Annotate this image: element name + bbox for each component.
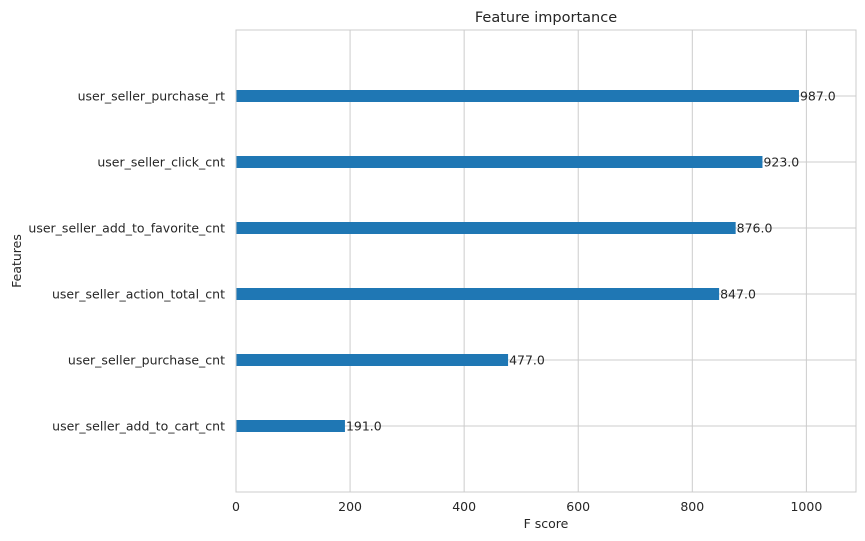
bar — [236, 354, 509, 366]
y-tick-label: user_seller_add_to_cart_cnt — [52, 419, 225, 434]
chart-title: Feature importance — [475, 10, 617, 26]
bar — [236, 222, 736, 234]
bar-value-label: 477.0 — [509, 353, 545, 368]
plot-frame — [235, 29, 857, 493]
y-tick-label: user_seller_add_to_favorite_cnt — [28, 221, 225, 236]
bar-value-labels: 987.0 923.0 876.0 847.0 477.0 191.0 — [346, 89, 836, 434]
y-tick-label: user_seller_purchase_cnt — [68, 353, 225, 368]
x-axis-title: F score — [524, 516, 569, 531]
y-tick-label: user_seller_click_cnt — [97, 155, 225, 170]
bars — [236, 90, 799, 432]
y-tick-label: user_seller_purchase_rt — [78, 89, 226, 104]
y-tick-labels: user_seller_purchase_rt user_seller_click… — [28, 89, 225, 434]
bar-value-label: 191.0 — [346, 419, 382, 434]
bar — [236, 420, 345, 432]
bar-value-label: 987.0 — [800, 89, 836, 104]
x-tick-labels: 0 200 400 600 800 1000 — [232, 499, 822, 514]
y-tick-label: user_seller_action_total_cnt — [52, 287, 225, 302]
y-axis-title: Features — [9, 234, 24, 288]
x-tick-label: 200 — [338, 499, 362, 514]
x-tick-label: 800 — [680, 499, 704, 514]
bar-value-label: 876.0 — [737, 221, 773, 236]
bar — [236, 156, 763, 168]
x-tick-label: 400 — [452, 499, 476, 514]
x-tick-label: 0 — [232, 499, 240, 514]
x-tick-label: 1000 — [790, 499, 822, 514]
bar-value-label: 847.0 — [720, 287, 756, 302]
plot-area — [236, 30, 856, 492]
x-tick-label: 600 — [566, 499, 590, 514]
bar — [236, 288, 720, 300]
bar — [236, 90, 799, 102]
bar-value-label: 923.0 — [763, 155, 799, 170]
